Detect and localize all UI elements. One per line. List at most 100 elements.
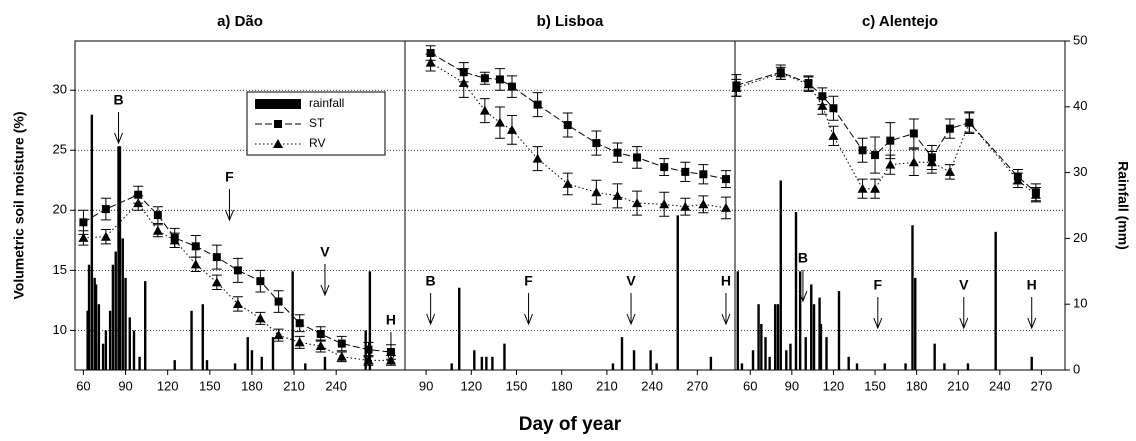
st-marker (212, 253, 221, 262)
stage-arrow (959, 297, 969, 330)
rainfall-bar (736, 271, 739, 370)
rv-marker (133, 198, 144, 208)
stage-label: H (1027, 277, 1037, 293)
rv-marker (458, 78, 469, 88)
y-tick-label: 20 (53, 202, 67, 217)
rainfall-bar (760, 323, 763, 370)
rainfall-bar (785, 350, 788, 370)
stage-arrow (320, 264, 330, 297)
rv-marker (232, 298, 243, 308)
rv-marker (479, 105, 490, 115)
x-tick-label: 150 (506, 378, 528, 393)
rv-marker (908, 157, 919, 167)
rainfall-bar (655, 363, 658, 370)
st-marker (699, 170, 708, 179)
st-marker (426, 49, 435, 58)
st-marker (191, 242, 200, 251)
rainfall-bar (776, 304, 780, 370)
st-marker (563, 121, 572, 130)
rainfall-bar (904, 363, 907, 370)
rainfall-bar (764, 337, 767, 370)
st-marker (909, 129, 918, 138)
rv-marker (336, 351, 347, 361)
rv-marker (294, 337, 305, 347)
rv-marker (612, 190, 623, 200)
rv-marker (926, 157, 937, 167)
rv-marker (363, 355, 374, 365)
stage-arrow (798, 270, 808, 303)
x-axis-label: Day of year (519, 414, 622, 435)
rainfall-bar (90, 114, 94, 370)
rainfall-bar (819, 323, 823, 370)
panel-title: a) Dão (217, 13, 263, 30)
rv-marker (211, 277, 222, 287)
rainfall-bar (450, 363, 453, 370)
rainfall-bar (649, 350, 652, 370)
rainfall-bar (911, 225, 914, 370)
x-tick-label: 90 (419, 378, 433, 393)
stage-arrow (426, 293, 436, 326)
rainfall-bar (250, 350, 254, 370)
rainfall-bar (825, 337, 828, 370)
rainfall-bar (86, 310, 89, 370)
st-marker (613, 148, 622, 157)
st-marker (337, 339, 346, 348)
rv-marker (817, 100, 828, 110)
x-tick-label: 90 (118, 378, 132, 393)
rv-marker (169, 235, 180, 245)
rainfall-bar (966, 363, 970, 370)
rainfall-bar (933, 343, 936, 370)
rainfall-bar (491, 356, 494, 370)
st-marker (721, 175, 730, 184)
rv-marker (944, 166, 955, 176)
stage-label: V (320, 244, 330, 260)
rv-marker (870, 183, 881, 193)
x-tick-label: 150 (864, 378, 886, 393)
rainfall-bar (768, 356, 771, 370)
rainfall-bar (111, 264, 115, 370)
rainfall-bar (794, 212, 798, 370)
legend-label: rainfall (309, 96, 344, 110)
legend-marker (273, 139, 283, 148)
rainfall-bar (611, 363, 615, 370)
rv-marker (315, 340, 326, 350)
rainfall-bar (271, 337, 275, 370)
rainfall-bar (740, 363, 744, 370)
rainfall-bar (260, 356, 263, 370)
stage-label: B (113, 92, 123, 108)
legend-marker (274, 120, 282, 128)
st-marker (316, 329, 325, 338)
y2-tick-label: 50 (1073, 32, 1087, 47)
x-tick-label: 240 (325, 378, 347, 393)
rainfall-bar (480, 356, 484, 370)
st-marker (829, 104, 838, 113)
rainfall-bar (118, 146, 122, 370)
stage-label: B (426, 273, 436, 289)
x-tick-label: 210 (283, 378, 305, 393)
rainfall-bar (676, 215, 679, 370)
st-marker (871, 151, 880, 160)
rainfall-bar (473, 350, 476, 370)
stage-arrow (524, 293, 534, 326)
rainfall-bar (190, 310, 193, 370)
rv-marker (190, 259, 201, 269)
x-tick-label: 240 (989, 378, 1011, 393)
stage-arrow (1027, 297, 1037, 330)
y-tick-label: 15 (53, 262, 67, 277)
y-tick-label: 25 (53, 142, 67, 157)
rainfall-bar (94, 284, 98, 370)
rainfall-bar (104, 330, 108, 370)
stage-label: V (959, 277, 969, 293)
st-marker (274, 297, 283, 306)
rv-marker (273, 330, 284, 340)
st-marker (134, 190, 143, 199)
plot-frame (734, 40, 1066, 371)
stage-arrow (114, 112, 123, 145)
rainfall-bar (810, 284, 813, 370)
stage-arrow (626, 293, 636, 326)
st-marker (633, 153, 642, 162)
rainfall-bar (93, 277, 96, 370)
rv-marker (1012, 175, 1023, 185)
rainfall-bar (128, 317, 131, 370)
rainfall-bar (117, 146, 120, 370)
